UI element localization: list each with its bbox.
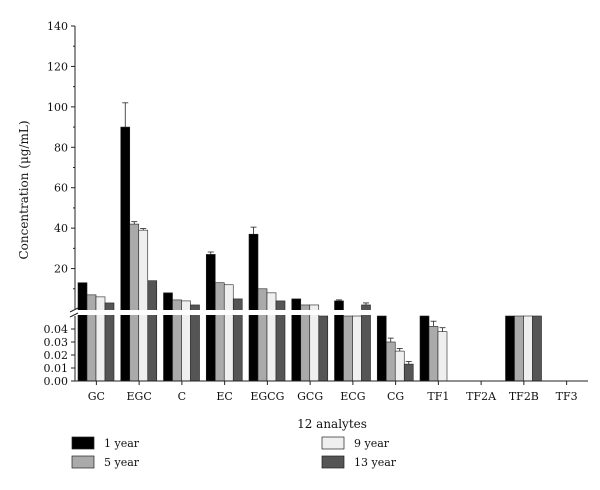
x-tick-label: ECG — [340, 390, 365, 403]
y-tick-label: 40 — [54, 222, 68, 235]
x-tick-label: EC — [216, 390, 232, 403]
error-bar — [439, 327, 446, 332]
bar-gcg-9-year — [309, 304, 320, 382]
bar-tf1-9-year — [437, 331, 448, 382]
bars — [77, 102, 542, 382]
bar-tf2b-5-year — [514, 315, 524, 382]
legend-item-5-year: 5 year — [71, 455, 140, 469]
error-bar — [122, 102, 129, 128]
error-bar — [336, 299, 342, 301]
legend-swatch — [71, 436, 95, 450]
legend-swatch — [321, 455, 345, 469]
x-tick-label: C — [178, 390, 186, 403]
bar-tf1-5-year — [428, 326, 439, 382]
legend: 1 year 5 year 9 year 13 year — [71, 436, 397, 469]
x-tick-label: TF2B — [509, 390, 539, 403]
error-bar — [131, 221, 138, 225]
x-tick-label: TF2A — [466, 390, 497, 403]
y-tick-label: 140 — [47, 20, 68, 33]
bar-ecg-9-year — [352, 315, 362, 382]
y-tick-label: 0.00 — [44, 375, 69, 388]
error-bar — [207, 251, 214, 255]
bar-gc-5-year — [86, 294, 97, 382]
bar-tf1-1-year — [419, 315, 430, 382]
error-bar — [430, 320, 437, 327]
legend-swatch — [71, 455, 95, 469]
bar-cg-9-year — [394, 350, 405, 382]
y-axis-title: Concentration (μg/mL) — [17, 120, 31, 259]
bar-gc-9-year — [95, 296, 106, 382]
y-tick-label: 0.02 — [44, 349, 69, 362]
bar-ecg-13-year — [361, 304, 371, 382]
bar-tf2b-1-year — [505, 315, 515, 382]
error-bar — [363, 302, 369, 305]
bar-ec-5-year — [214, 282, 225, 382]
bar-egc-9-year — [138, 229, 149, 382]
bar-c-13-year — [190, 304, 200, 382]
error-bar — [405, 361, 412, 365]
bar-ec-9-year — [223, 284, 234, 382]
y-tick-label: 20 — [54, 263, 68, 276]
axis-break-band — [69, 310, 592, 315]
bar-egc-5-year — [129, 223, 140, 382]
legend-item-13-year: 13 year — [321, 455, 397, 469]
bar-cg-1-year — [376, 315, 387, 382]
bar-ec-1-year — [205, 254, 216, 382]
bar-ecg-5-year — [343, 315, 353, 382]
bar-tf2b-13-year — [532, 315, 542, 382]
error-bar — [387, 337, 394, 342]
axis-break-mark — [69, 307, 79, 318]
bar-egcg-1-year — [248, 233, 259, 382]
bar-c-1-year — [163, 292, 173, 382]
legend-item-1-year: 1 year — [71, 436, 140, 450]
x-axis-title: 12 analytes — [297, 417, 367, 431]
bar-gcg-13-year — [318, 315, 329, 382]
bar-cg-13-year — [403, 363, 414, 382]
y-tick-label: 60 — [54, 182, 68, 195]
x-tick-label: TF1 — [427, 390, 449, 403]
y-tick-label: 0.01 — [44, 362, 69, 375]
x-tick-label: TF3 — [556, 390, 578, 403]
error-bar — [250, 226, 257, 235]
legend-label: 9 year — [354, 437, 390, 450]
bar-egcg-5-year — [257, 288, 268, 382]
bar-egcg-9-year — [266, 292, 277, 382]
error-bar — [396, 348, 403, 352]
legend-item-9-year: 9 year — [321, 436, 390, 450]
error-bar — [140, 228, 147, 231]
x-tick-label: EGCG — [250, 390, 284, 403]
y-tick-label: 0.04 — [44, 323, 69, 336]
y-tick-label: 120 — [47, 60, 68, 73]
y-tick-label: 100 — [47, 101, 68, 114]
legend-label: 13 year — [354, 456, 397, 469]
axes: 20 40 60 80 100 120 140 0.000.010.020.030.04 GC E… — [44, 20, 592, 403]
x-tick-label: GCG — [297, 390, 323, 403]
x-tick-label: EGC — [127, 390, 152, 403]
bar-egc-1-year — [120, 126, 131, 382]
legend-label: 5 year — [104, 456, 140, 469]
y-tick-label: 80 — [54, 141, 68, 154]
bar-cg-5-year — [385, 341, 396, 382]
bar-gc-1-year — [77, 282, 88, 382]
legend-label: 1 year — [104, 437, 140, 450]
bar-tf2b-9-year — [523, 315, 533, 382]
bar-egc-13-year — [147, 280, 158, 382]
y-tick-label: 0.03 — [44, 336, 69, 349]
legend-swatch — [321, 436, 345, 450]
x-tick-label: CG — [387, 390, 404, 403]
bar-gcg-5-year — [300, 304, 311, 382]
x-tick-label: GC — [88, 390, 105, 403]
